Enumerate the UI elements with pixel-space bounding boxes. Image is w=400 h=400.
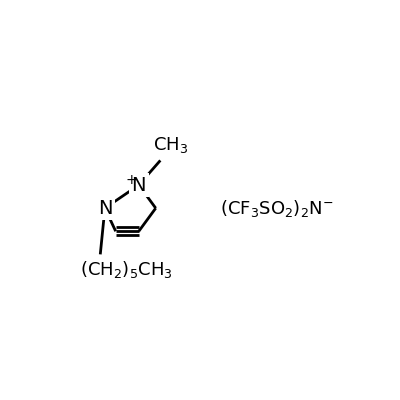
Text: CH$_3$: CH$_3$ — [153, 135, 188, 155]
Text: (CH$_2$)$_5$CH$_3$: (CH$_2$)$_5$CH$_3$ — [80, 259, 173, 280]
Text: (CF$_3$SO$_2$)$_2$N$^{-}$: (CF$_3$SO$_2$)$_2$N$^{-}$ — [220, 198, 334, 219]
Text: N: N — [132, 176, 146, 194]
Text: N: N — [98, 199, 112, 218]
Text: +: + — [125, 172, 137, 186]
